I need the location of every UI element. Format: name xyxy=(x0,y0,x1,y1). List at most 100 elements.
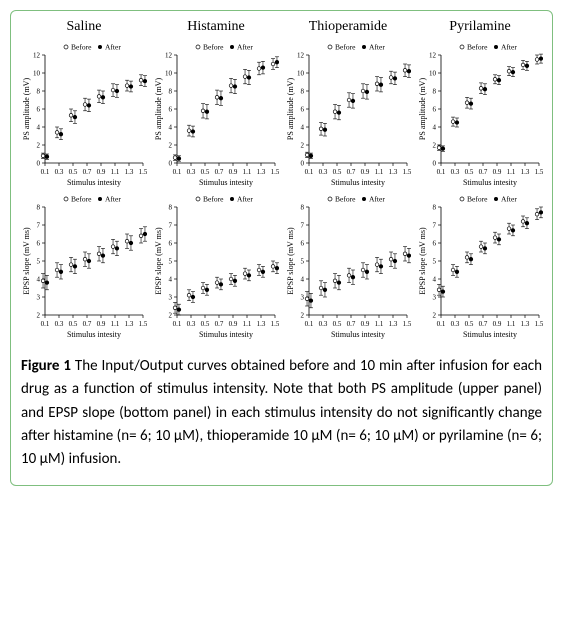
svg-text:1.3: 1.3 xyxy=(257,168,266,176)
svg-text:0.3: 0.3 xyxy=(187,320,196,328)
svg-text:EPSP slope (mV ms): EPSP slope (mV ms) xyxy=(418,227,427,295)
svg-text:1.5: 1.5 xyxy=(139,168,147,176)
svg-text:0.7: 0.7 xyxy=(347,320,356,328)
svg-text:0.3: 0.3 xyxy=(319,168,328,176)
svg-text:Before: Before xyxy=(335,43,356,52)
svg-text:After: After xyxy=(237,195,253,204)
svg-text:1.1: 1.1 xyxy=(507,168,516,176)
svg-text:0.1: 0.1 xyxy=(305,168,314,176)
svg-text:0.9: 0.9 xyxy=(493,320,502,328)
panel-epsp-histamine: BeforeAfter23456780.10.30.50.70.91.11.31… xyxy=(153,193,279,341)
svg-text:12: 12 xyxy=(297,52,305,60)
svg-text:3: 3 xyxy=(301,294,305,302)
svg-text:PS amplitude (mV): PS amplitude (mV) xyxy=(154,78,163,141)
svg-text:4: 4 xyxy=(301,124,305,132)
svg-text:0.1: 0.1 xyxy=(437,168,446,176)
svg-text:8: 8 xyxy=(433,204,437,212)
svg-text:Before: Before xyxy=(203,43,224,52)
svg-text:Stimulus intesity: Stimulus intesity xyxy=(463,330,517,339)
panel-epsp-pyrilamine: BeforeAfter23456780.10.30.50.70.91.11.31… xyxy=(417,193,543,341)
svg-text:EPSP slope (mV ms): EPSP slope (mV ms) xyxy=(22,227,31,295)
svg-text:2: 2 xyxy=(301,312,305,320)
svg-text:Stimulus intesity: Stimulus intesity xyxy=(331,330,385,339)
svg-text:1.1: 1.1 xyxy=(375,168,384,176)
svg-text:0.7: 0.7 xyxy=(347,168,356,176)
svg-text:After: After xyxy=(501,195,517,204)
svg-text:7: 7 xyxy=(301,222,305,230)
svg-text:1.3: 1.3 xyxy=(125,320,134,328)
svg-text:0: 0 xyxy=(169,160,173,168)
svg-text:0.9: 0.9 xyxy=(229,168,238,176)
svg-text:6: 6 xyxy=(301,240,305,248)
svg-text:7: 7 xyxy=(37,222,41,230)
svg-text:6: 6 xyxy=(169,106,173,114)
panel-epsp-saline: BeforeAfter23456780.10.30.50.70.91.11.31… xyxy=(21,193,147,341)
svg-text:Before: Before xyxy=(467,195,488,204)
svg-text:0.5: 0.5 xyxy=(333,168,342,176)
svg-text:4: 4 xyxy=(433,276,437,284)
svg-text:0.3: 0.3 xyxy=(451,168,460,176)
svg-text:0.9: 0.9 xyxy=(97,168,106,176)
figure-frame: Saline Histamine Thioperamide Pyrilamine… xyxy=(10,10,553,486)
svg-text:8: 8 xyxy=(433,88,437,96)
svg-text:4: 4 xyxy=(169,124,173,132)
svg-text:5: 5 xyxy=(37,258,41,266)
svg-text:After: After xyxy=(237,43,253,52)
svg-text:0.3: 0.3 xyxy=(451,320,460,328)
svg-text:EPSP slope (mV ms): EPSP slope (mV ms) xyxy=(154,227,163,295)
svg-text:0.5: 0.5 xyxy=(201,320,210,328)
svg-text:0.1: 0.1 xyxy=(437,320,446,328)
svg-text:12: 12 xyxy=(429,52,437,60)
svg-text:5: 5 xyxy=(169,258,173,266)
svg-text:Before: Before xyxy=(335,195,356,204)
svg-text:Stimulus intesity: Stimulus intesity xyxy=(67,330,121,339)
caption-text: The Input/Output curves obtained before … xyxy=(21,357,542,468)
svg-text:PS amplitude (mV): PS amplitude (mV) xyxy=(22,78,31,141)
svg-text:Stimulus intesity: Stimulus intesity xyxy=(331,178,385,187)
svg-text:3: 3 xyxy=(169,294,173,302)
svg-text:1.5: 1.5 xyxy=(139,320,147,328)
svg-text:0.7: 0.7 xyxy=(83,320,92,328)
svg-text:0.7: 0.7 xyxy=(479,320,488,328)
svg-text:6: 6 xyxy=(37,106,41,114)
svg-text:6: 6 xyxy=(37,240,41,248)
svg-text:3: 3 xyxy=(433,294,437,302)
svg-text:0.1: 0.1 xyxy=(305,320,314,328)
svg-text:10: 10 xyxy=(33,70,41,78)
svg-text:0: 0 xyxy=(433,160,437,168)
svg-text:0.1: 0.1 xyxy=(173,168,182,176)
svg-text:1.3: 1.3 xyxy=(521,320,530,328)
svg-text:0.9: 0.9 xyxy=(361,168,370,176)
svg-text:0.5: 0.5 xyxy=(465,320,474,328)
svg-text:6: 6 xyxy=(301,106,305,114)
col-title-pyrilamine: Pyrilamine xyxy=(417,19,543,37)
svg-text:After: After xyxy=(105,195,121,204)
svg-text:EPSP slope (mV ms): EPSP slope (mV ms) xyxy=(286,227,295,295)
svg-text:12: 12 xyxy=(165,52,173,60)
svg-text:0.9: 0.9 xyxy=(493,168,502,176)
svg-text:After: After xyxy=(501,43,517,52)
svg-text:0.3: 0.3 xyxy=(55,168,64,176)
svg-text:4: 4 xyxy=(301,276,305,284)
svg-text:1.3: 1.3 xyxy=(257,320,266,328)
svg-text:10: 10 xyxy=(429,70,437,78)
col-title-saline: Saline xyxy=(21,19,147,37)
svg-text:12: 12 xyxy=(33,52,41,60)
svg-text:0.5: 0.5 xyxy=(465,168,474,176)
svg-text:10: 10 xyxy=(165,70,173,78)
chart-grid: Saline Histamine Thioperamide Pyrilamine… xyxy=(21,19,542,341)
svg-text:Before: Before xyxy=(467,43,488,52)
svg-text:0.3: 0.3 xyxy=(187,168,196,176)
svg-text:Stimulus intesity: Stimulus intesity xyxy=(463,178,517,187)
svg-text:2: 2 xyxy=(37,312,41,320)
panel-ps-saline: BeforeAfter0246810120.10.30.50.70.91.11.… xyxy=(21,41,147,189)
svg-text:0.7: 0.7 xyxy=(83,168,92,176)
svg-text:1.3: 1.3 xyxy=(389,320,398,328)
svg-text:Before: Before xyxy=(203,195,224,204)
svg-text:0.7: 0.7 xyxy=(215,168,224,176)
svg-text:0.9: 0.9 xyxy=(229,320,238,328)
panel-epsp-thioperamide: BeforeAfter23456780.10.30.50.70.91.11.31… xyxy=(285,193,411,341)
panel-ps-histamine: BeforeAfter0246810120.10.30.50.70.91.11.… xyxy=(153,41,279,189)
svg-text:Before: Before xyxy=(71,43,92,52)
svg-text:After: After xyxy=(369,43,385,52)
